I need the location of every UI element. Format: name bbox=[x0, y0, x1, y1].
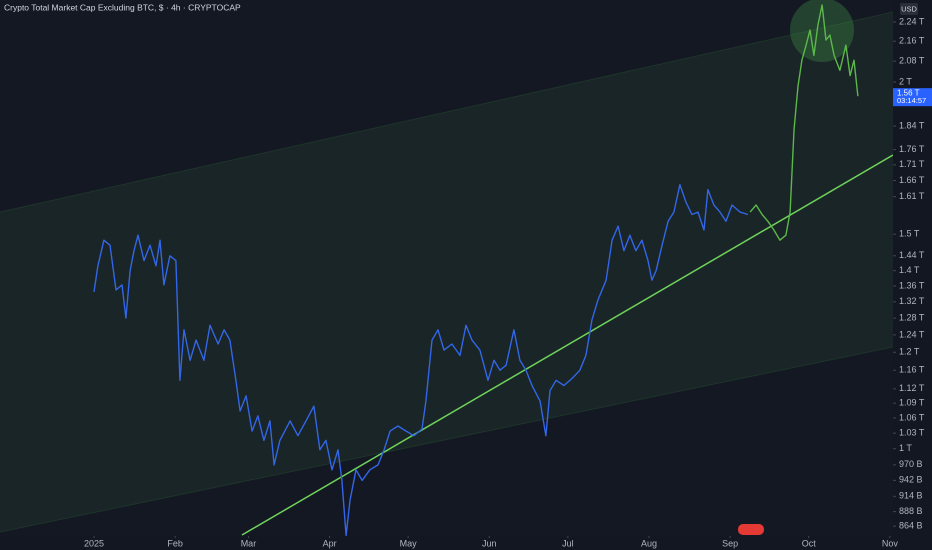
y-tick-label: 942 B bbox=[899, 475, 923, 485]
channel bbox=[0, 12, 893, 532]
y-tick-label: 1 T bbox=[899, 443, 912, 453]
x-tick-label: Nov bbox=[882, 538, 899, 548]
y-tick-label: 970 B bbox=[899, 459, 923, 469]
y-tick-label: 1.2 T bbox=[899, 347, 920, 357]
y-tick-label: 1.12 T bbox=[899, 383, 925, 393]
x-tick-label: Aug bbox=[641, 538, 657, 548]
x-tick-label: 2025 bbox=[84, 538, 104, 548]
y-tick-label: 914 B bbox=[899, 491, 923, 501]
y-tick-label: 1.24 T bbox=[899, 329, 925, 339]
y-tick-label: 1.5 T bbox=[899, 229, 920, 239]
trend-line bbox=[241, 154, 894, 536]
price-tag bbox=[893, 88, 932, 107]
y-tick-label: 864 B bbox=[899, 520, 923, 530]
x-tick-label: May bbox=[400, 538, 418, 548]
y-tick-label: 1.06 T bbox=[899, 412, 925, 422]
y-tick-label: 1.16 T bbox=[899, 365, 925, 375]
x-tick-label: Jul bbox=[562, 538, 574, 548]
price-tag-countdown: 03:14:57 bbox=[897, 96, 926, 105]
y-tick-label: 1.03 T bbox=[899, 427, 925, 437]
y-tick-label: 1.4 T bbox=[899, 265, 920, 275]
x-tick-label: Jun bbox=[482, 538, 497, 548]
x-tick-label: Mar bbox=[241, 538, 257, 548]
y-tick-label: 1.61 T bbox=[899, 191, 925, 201]
event-badge[interactable] bbox=[738, 524, 764, 535]
x-tick-label: Feb bbox=[167, 538, 183, 548]
y-tick-label: 1.36 T bbox=[899, 280, 925, 290]
y-tick-label: 2.16 T bbox=[899, 36, 925, 46]
channel-edge bbox=[0, 346, 894, 533]
plot bbox=[93, 4, 859, 537]
y-tick-label: 1.32 T bbox=[899, 296, 925, 306]
currency-button[interactable] bbox=[900, 3, 918, 15]
y-tick-label: 1.76 T bbox=[899, 144, 925, 154]
y-tick-label: 1.44 T bbox=[899, 250, 925, 260]
y-tick-label: 2.08 T bbox=[899, 56, 925, 66]
y-tick-label: 2.24 T bbox=[899, 16, 925, 26]
x-axis-strip bbox=[0, 536, 893, 550]
x-tick-label: Sep bbox=[722, 538, 738, 548]
price-line bbox=[749, 4, 859, 241]
x-tick-label: Oct bbox=[802, 538, 817, 548]
y-tick-label: 888 B bbox=[899, 506, 923, 516]
y-tick-label: 1.28 T bbox=[899, 312, 925, 322]
channel-edge bbox=[0, 11, 894, 213]
y-tick-label: 1.71 T bbox=[899, 159, 925, 169]
y-tick-label: 1.66 T bbox=[899, 175, 925, 185]
price-line bbox=[93, 184, 749, 537]
x-tick-label: Apr bbox=[323, 538, 337, 548]
currency: USD bbox=[901, 4, 917, 13]
y-tick-label: 1.09 T bbox=[899, 398, 925, 408]
price-tag-label: 1.56 T bbox=[897, 88, 920, 97]
y-tick-label: 1.84 T bbox=[899, 120, 925, 130]
y-tick-label: 2 T bbox=[899, 76, 912, 86]
chart-title: Crypto Total Market Cap Excluding BTC, $… bbox=[4, 2, 241, 12]
